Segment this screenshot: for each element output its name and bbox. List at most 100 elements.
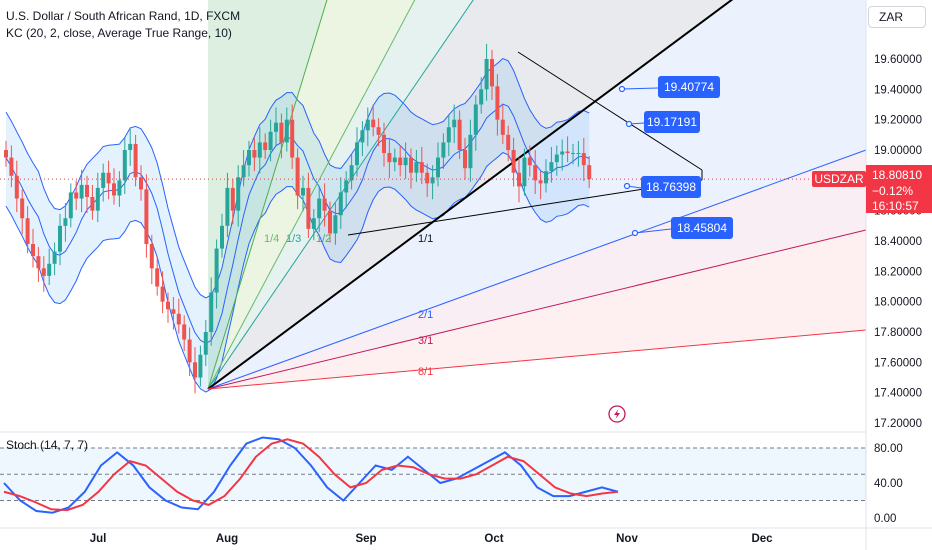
price-callouts[interactable]: 19.40774 19.17191 18.76398 18.45804: [618, 76, 734, 239]
candle-body: [365, 119, 370, 131]
candle-body: [484, 59, 489, 90]
candle-body: [403, 157, 408, 166]
candle-body: [452, 119, 457, 128]
candle-body: [560, 151, 565, 155]
candle-body: [457, 119, 462, 150]
lightning-icon[interactable]: [608, 405, 626, 423]
price-tick-label: 19.00000: [874, 145, 922, 157]
candle-body: [182, 324, 187, 340]
candle-body: [58, 225, 62, 252]
price-tick-label: 17.40000: [874, 388, 922, 400]
fan-line: [207, 149, 867, 390]
stoch-d-line: [3, 438, 619, 512]
candle-body: [576, 153, 581, 155]
price-tick-label: 17.60000: [874, 357, 922, 369]
candle-body: [198, 354, 203, 378]
candle-body: [463, 150, 467, 169]
candle-body: [398, 157, 403, 166]
candle-body: [79, 184, 84, 199]
candle-body: [279, 122, 284, 143]
fan-line: [207, 0, 474, 390]
candle-body: [101, 172, 106, 188]
candle-body: [128, 143, 133, 150]
candle-body: [544, 171, 548, 184]
candle-body: [257, 142, 262, 158]
price-axis[interactable]: 19.6000019.4000019.2000019.0000018.80000…: [874, 54, 922, 430]
candle-body: [517, 172, 521, 187]
candle-body: [587, 165, 592, 180]
time-tick-label: Oct: [484, 533, 503, 545]
callout-anchor: [618, 85, 626, 93]
fan-line: [207, 329, 867, 390]
candle-body: [68, 192, 73, 219]
candle-body: [187, 339, 192, 363]
time-tick-label: Nov: [616, 533, 638, 545]
candle-body: [317, 198, 322, 219]
candle-body: [176, 313, 181, 325]
price-tag-symbol: USDZAR: [814, 172, 864, 186]
fan-label: 8/1: [418, 366, 433, 378]
price-tag-change: −0.12%: [872, 184, 913, 198]
candle-body: [95, 187, 100, 211]
candle-body: [311, 218, 316, 229]
fan-label: 1/2: [316, 233, 331, 245]
time-tick-label: Dec: [751, 533, 773, 545]
price-tag-price: 18.80810: [872, 168, 922, 182]
stochastic-axis: 80.00 40.00 0.00: [874, 443, 903, 525]
candle-body: [554, 154, 559, 163]
candle-body: [527, 157, 532, 166]
candle-body: [220, 225, 224, 249]
candle-body: [392, 157, 397, 163]
candle-body: [193, 362, 197, 378]
fan-label: 1/1: [418, 233, 433, 245]
candle-body: [349, 165, 354, 181]
candle-body: [414, 162, 419, 173]
candle-body: [274, 122, 278, 132]
candle-body: [371, 119, 376, 128]
time-tick-label: Sep: [355, 533, 376, 545]
candle-body: [225, 187, 230, 226]
candle-body: [360, 130, 365, 143]
candle-body: [387, 153, 392, 163]
candle-body: [31, 244, 35, 257]
last-price-tag: USDZAR 18.80810 −0.12% 16:10:57: [812, 165, 932, 213]
price-candles: [4, 43, 592, 394]
candle-body: [85, 184, 89, 198]
stoch-tick-label: 0.00: [874, 513, 896, 525]
time-tick-label: Jul: [90, 533, 107, 545]
candle-body: [344, 180, 349, 193]
candle-body: [538, 180, 543, 184]
candle-body: [268, 131, 273, 150]
candle-body: [511, 150, 516, 173]
candle-body: [63, 218, 68, 226]
price-tick-label: 19.40000: [874, 84, 922, 96]
price-tick-label: 18.20000: [874, 266, 922, 278]
candle-body: [355, 142, 359, 166]
candle-body: [571, 153, 575, 155]
candle-body: [301, 187, 305, 196]
candle-body: [549, 162, 554, 172]
candle-body: [9, 157, 14, 176]
fan-label: 3/1: [418, 335, 433, 347]
candle-body: [376, 127, 381, 135]
price-tick-label: 17.20000: [874, 418, 922, 430]
time-axis[interactable]: Jul Aug Sep Oct Nov Dec: [90, 533, 773, 545]
candle-body: [284, 119, 289, 143]
chart-title: U.S. Dollar / South African Rand, 1D, FX…: [6, 9, 241, 23]
callout-anchor: [625, 120, 633, 128]
callout-leader: [634, 228, 672, 234]
candle-body: [419, 162, 424, 173]
candle-body: [236, 177, 241, 211]
candle-body: [500, 119, 505, 135]
candle-body: [139, 177, 143, 190]
currency-selector[interactable]: ZAR: [868, 6, 926, 28]
callout-box: [671, 217, 733, 239]
fan-line: [207, 0, 734, 390]
candle-body: [425, 172, 430, 184]
candle-body: [252, 150, 257, 158]
candle-body: [106, 172, 111, 184]
fan-line: [207, 0, 416, 390]
candle-body: [4, 150, 8, 158]
candle-body: [90, 197, 95, 211]
